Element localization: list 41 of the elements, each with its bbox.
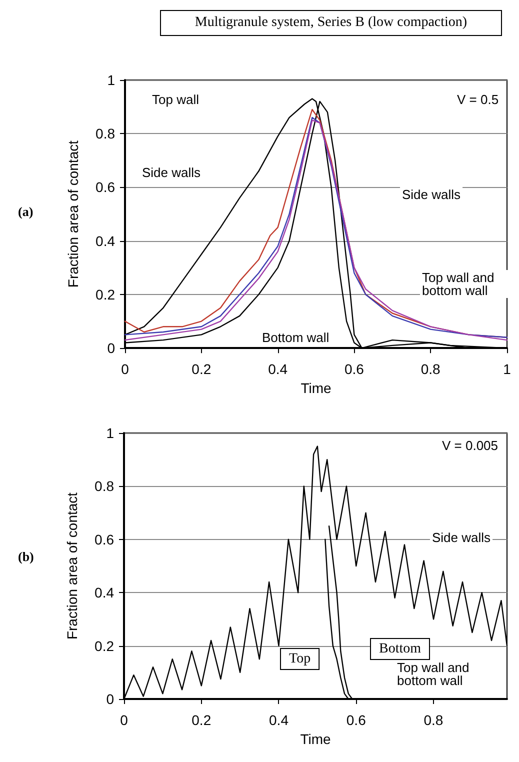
x-tick-label: 0.6 [344,361,364,378]
y-axis-title: Fraction area of contact [65,140,81,288]
x-tick-label: 0.2 [192,361,212,378]
annotation: Side walls [402,187,462,202]
y-tick-label: 0.2 [96,286,116,302]
x-axis-title: Time [300,730,332,747]
y-tick-label: 0.2 [94,638,114,654]
y-tick-label: 0.8 [96,126,116,142]
chart-title: Multigranule system, Series B (low compaction) [160,10,502,36]
y-tick-label: 0.4 [96,232,116,249]
x-tick-label: 0.2 [192,712,212,728]
x-tick-label: 1 [503,361,512,378]
x-tick-label: 0 [121,361,130,378]
annotation: Top wall and bottom wall [397,660,473,688]
annotation: Side walls [432,530,492,545]
x-axis-title: Time [300,380,332,396]
y-tick-label: 0.8 [94,478,114,494]
x-tick-label: 0.4 [269,712,289,728]
y-tick-label: 1 [107,72,116,88]
annotation: V = 0.5 [457,92,499,107]
y-tick-label: 0 [106,691,114,707]
y-tick-label: 0.6 [94,531,114,548]
text: (a) [18,204,34,219]
annotation: Top wall and bottom wall [422,270,498,298]
x-tick-label: 0.8 [420,361,441,378]
annotation: Top wall [152,92,200,107]
annotation: Side walls [142,165,202,180]
x-tick-label: 0.4 [268,361,288,378]
x-tick-label: 0.8 [424,712,444,728]
annotation: Bottom wall [262,330,330,345]
y-axis-title: Fraction area of contact [64,492,80,640]
x-tick-label: 0.6 [346,712,366,728]
annotation: Bottom [379,642,422,656]
y-tick-label: 0.6 [96,179,116,196]
y-tick-label: 0.4 [94,584,114,601]
annotation: V = 0.005 [442,438,498,453]
y-tick-label: 1 [106,425,114,441]
text: (b) [18,549,34,564]
x-tick-label: 0 [120,712,128,728]
y-tick-label: 0 [107,340,116,356]
annotation: Top [289,652,311,666]
